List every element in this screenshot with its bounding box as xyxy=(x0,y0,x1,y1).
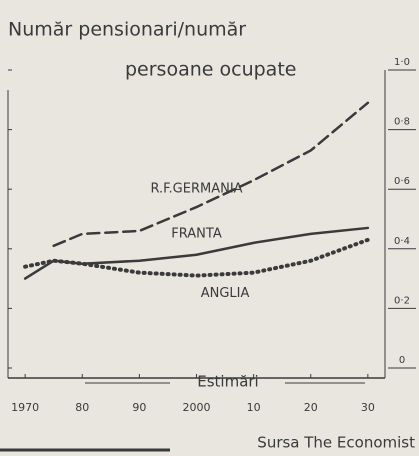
y-tick-label: 0·2 xyxy=(394,295,410,306)
series-line xyxy=(23,226,370,280)
y-tick-label: 0·6 xyxy=(394,176,410,187)
y-tick-label: 0·8 xyxy=(394,117,410,128)
chart-title: persoane ocupate xyxy=(125,59,296,81)
series-label: R.F.GERMANIA xyxy=(150,182,242,197)
x-tick-label: 2000 xyxy=(183,401,211,414)
y-tick-label: 0 xyxy=(399,355,405,366)
series-line xyxy=(52,101,370,248)
source: Sursa The Economist xyxy=(257,434,415,452)
series-label: FRANTA xyxy=(171,226,222,241)
x-tick-label: 10 xyxy=(247,401,261,414)
series-label: ANGLIA xyxy=(201,286,250,301)
x-tick-label: 20 xyxy=(304,401,318,414)
x-tick-label: 80 xyxy=(75,401,89,414)
y-tick-label: 0·4 xyxy=(394,236,410,247)
series-line xyxy=(23,237,370,278)
x-tick-label: 1970 xyxy=(11,401,39,414)
x-tick-label: 90 xyxy=(132,401,146,414)
chart-title: Număr pensionari/număr xyxy=(8,19,246,41)
x-tick-label: 30 xyxy=(361,401,375,414)
y-tick-label: 1·0 xyxy=(394,57,410,68)
estimate-label: Estimări xyxy=(197,373,258,391)
